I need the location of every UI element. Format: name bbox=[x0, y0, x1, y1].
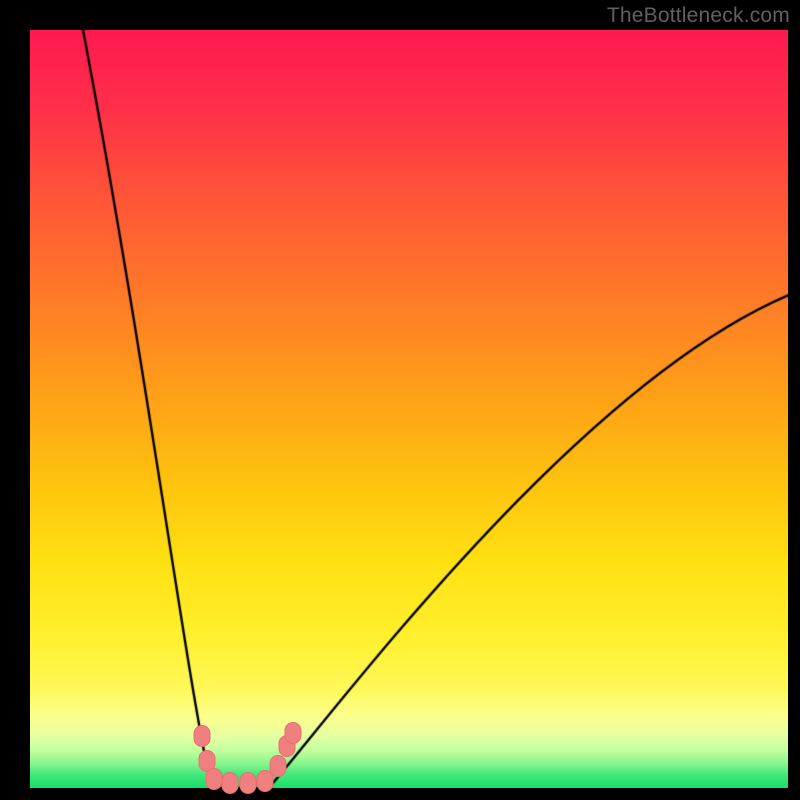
curve-marker bbox=[285, 722, 302, 744]
curve-marker bbox=[194, 725, 211, 747]
curve-marker bbox=[206, 768, 223, 790]
curve-marker bbox=[269, 755, 286, 777]
gradient-background bbox=[30, 30, 788, 788]
chart-root: TheBottleneck.com bbox=[0, 0, 800, 800]
curve-marker bbox=[222, 772, 239, 794]
watermark-text: TheBottleneck.com bbox=[607, 4, 790, 28]
curve-marker bbox=[240, 772, 257, 794]
